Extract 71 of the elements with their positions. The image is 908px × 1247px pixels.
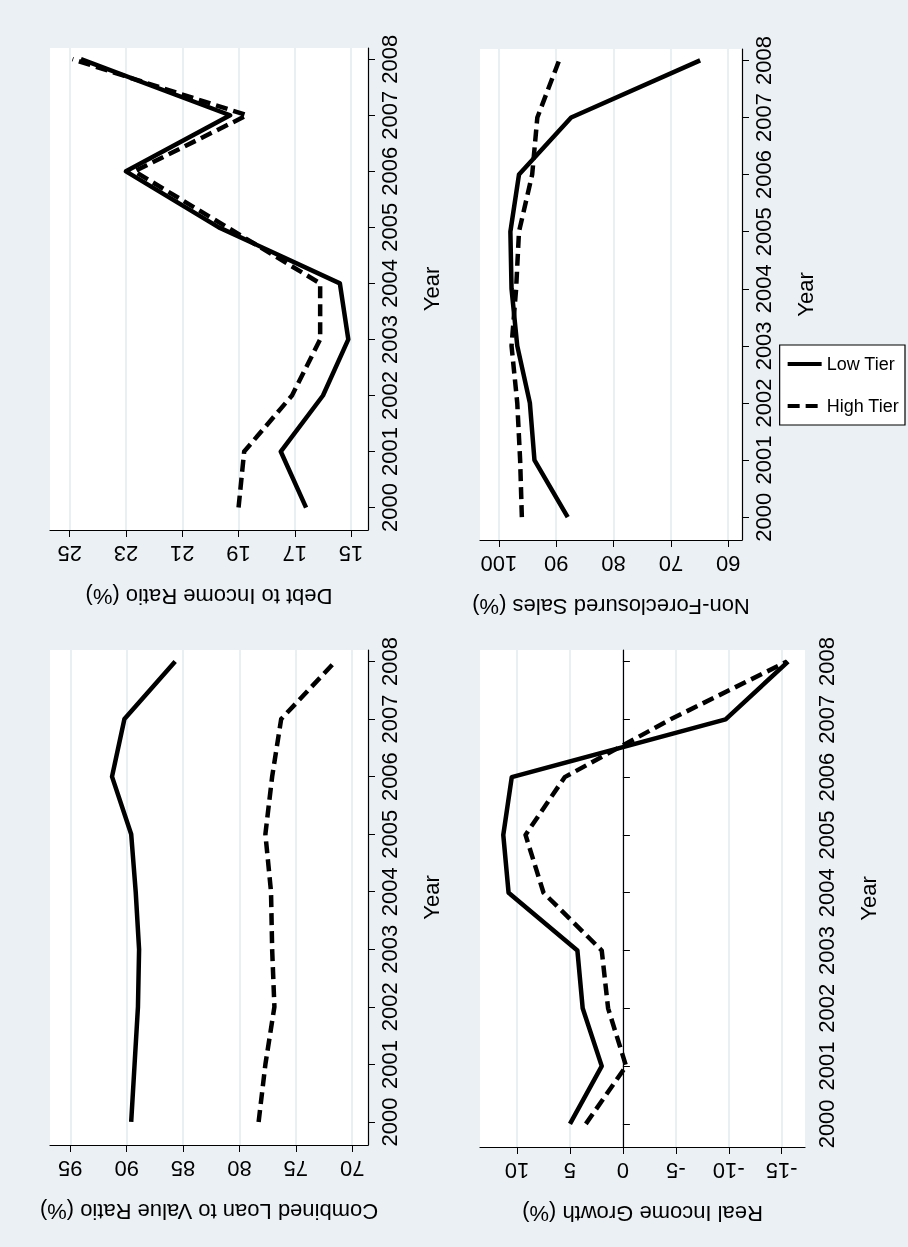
x-tick-label: 15 (338, 540, 364, 566)
y-tick-label: 2006 (376, 146, 402, 196)
y-tick-label: 2008 (750, 35, 776, 85)
x-tick-label: -15 (765, 1157, 798, 1183)
y-tick-label: 2008 (813, 637, 839, 687)
y-axis-title: Year (855, 876, 881, 921)
y-tick-label: 2001 (750, 435, 776, 485)
y-tick-label: 2006 (376, 752, 402, 802)
y-tick-label: 2001 (376, 427, 402, 477)
y-tick-label: 2004 (813, 868, 839, 918)
x-axis-title: Debt to Income Ratio (%) (85, 583, 333, 609)
x-tick-label: 10 (504, 1157, 530, 1183)
x-tick-label: 23 (113, 540, 139, 566)
legend-label: Low Tier (826, 354, 895, 374)
x-tick-label: -5 (666, 1157, 686, 1183)
y-tick-label: 2000 (376, 1097, 402, 1147)
y-tick-label: 2003 (750, 321, 776, 371)
x-tick-label: 90 (544, 550, 569, 576)
y-tick-label: 2000 (750, 492, 776, 542)
y-tick-label: 2007 (750, 93, 776, 142)
y-tick-label: 2000 (376, 483, 402, 533)
x-axis-title: Non-Foreclosured Sales (%) (472, 593, 750, 619)
y-tick-label: 2003 (376, 924, 402, 974)
y-tick-label: 2007 (376, 90, 402, 140)
y-tick-label: 2001 (376, 1039, 402, 1089)
line-series (109, 659, 178, 1125)
y-axis-title: Year (418, 266, 444, 312)
x-tick-label: 100 (480, 550, 518, 576)
x-tick-label: 19 (226, 540, 251, 566)
y-tick-label: 2005 (376, 202, 402, 252)
x-tick-label: 25 (57, 540, 82, 566)
y-axis-title: Year (418, 875, 444, 920)
y-tick-label: 2005 (813, 810, 839, 860)
y-tick-label: 2002 (376, 982, 402, 1032)
legend-label: High Tier (826, 396, 899, 416)
y-tick-label: 2006 (750, 150, 776, 200)
y-tick-label: 2008 (376, 34, 402, 84)
line-series (508, 58, 703, 520)
y-tick-label: 2000 (813, 1099, 839, 1149)
x-tick-label: 21 (170, 540, 195, 566)
x-tick-label: 90 (114, 1155, 139, 1181)
y-tick-label: 2005 (750, 207, 776, 257)
y-tick-label: 2004 (376, 867, 402, 917)
x-tick-label: 70 (339, 1155, 365, 1181)
x-tick-label: 17 (282, 540, 308, 566)
y-tick-label: 2007 (376, 694, 402, 744)
x-tick-label: -10 (712, 1157, 745, 1183)
x-tick-label: 75 (283, 1155, 309, 1181)
y-tick-label: 2003 (376, 314, 402, 364)
x-tick-label: 95 (58, 1155, 83, 1181)
x-tick-label: 70 (658, 550, 684, 576)
y-tick-label: 2004 (376, 258, 402, 308)
x-tick-label: 80 (601, 550, 626, 576)
y-tick-label: 2002 (376, 371, 402, 420)
y-tick-label: 2003 (813, 926, 839, 975)
x-tick-label: 0 (616, 1157, 630, 1183)
y-axis-title: Year (792, 272, 818, 317)
y-tick-label: 2006 (813, 752, 839, 802)
x-tick-label: 80 (227, 1155, 252, 1181)
y-tick-label: 2001 (813, 1041, 839, 1091)
x-axis-title: Combined Loan to Value Ratio (%) (39, 1198, 379, 1224)
y-tick-label: 2005 (376, 809, 402, 859)
y-tick-label: 2002 (813, 983, 839, 1033)
y-tick-label: 2004 (750, 264, 776, 314)
y-tick-label: 2008 (376, 637, 402, 686)
x-tick-label: 60 (716, 550, 741, 576)
x-tick-label: 85 (170, 1155, 196, 1181)
x-tick-label: 5 (563, 1157, 577, 1183)
x-axis-title: Real Income Growth (%) (522, 1200, 763, 1226)
y-tick-label: 2007 (813, 694, 839, 744)
y-tick-label: 2002 (750, 378, 776, 428)
